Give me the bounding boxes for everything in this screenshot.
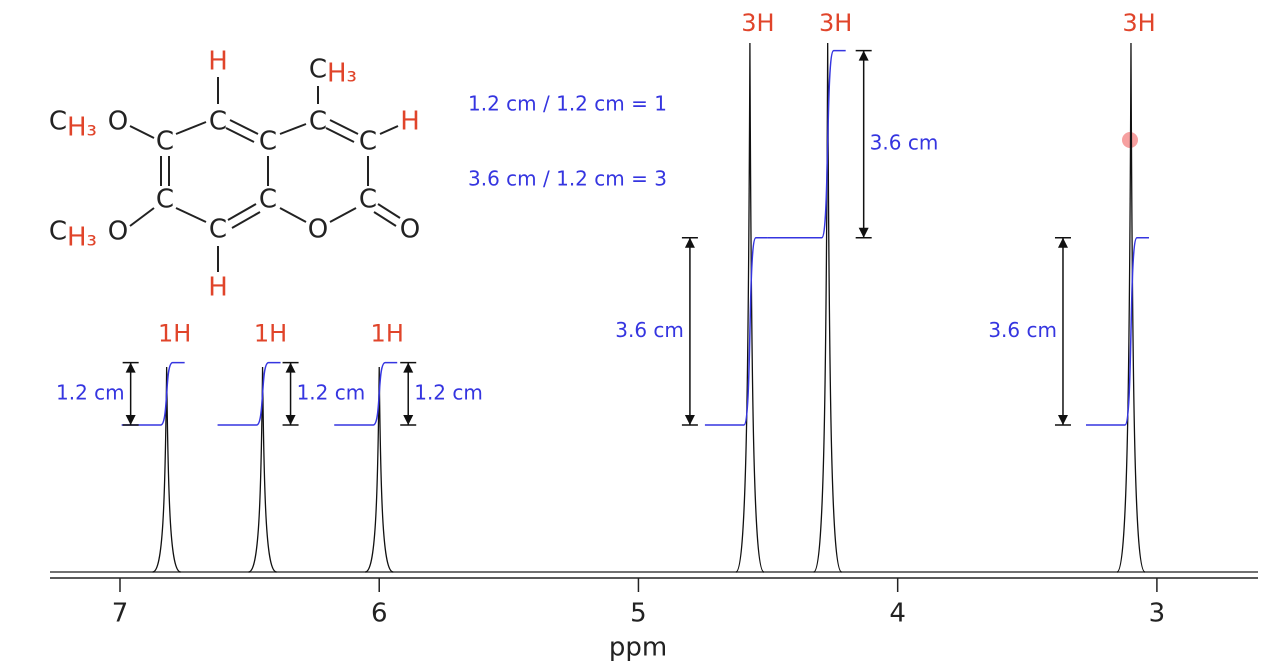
atom-label: C <box>309 55 327 85</box>
atom-label: O <box>108 107 128 137</box>
integral-curve <box>704 237 768 426</box>
integral-label: 1.2 cm <box>414 380 483 404</box>
peak <box>364 366 394 573</box>
atom-label: C <box>49 107 67 137</box>
peak-label: 1H <box>254 320 287 348</box>
atom-label: C <box>209 215 227 245</box>
annotation: 3.6 cm / 1.2 cm = 3 <box>468 167 667 191</box>
peak-label: 3H <box>741 9 774 37</box>
integral-curve <box>767 49 846 239</box>
peak-label: 1H <box>371 320 404 348</box>
atom-label: C <box>359 127 377 157</box>
atom-label: C <box>359 185 377 215</box>
integral-curve <box>121 361 185 426</box>
peak <box>813 42 843 573</box>
x-tick-label: 7 <box>112 599 129 629</box>
integral-label: 3.6 cm <box>988 318 1057 342</box>
peak <box>735 42 765 573</box>
peak <box>152 366 181 573</box>
integral-label: 1.2 cm <box>56 380 125 404</box>
x-tick-label: 4 <box>889 599 906 629</box>
integral-label: 1.2 cm <box>297 380 366 404</box>
x-tick-label: 3 <box>1149 599 1166 629</box>
atom-label: H <box>208 273 228 303</box>
peak <box>1116 42 1146 573</box>
atom-label: H₃ <box>67 113 97 143</box>
peak <box>248 366 277 573</box>
atom-label: H <box>208 47 228 77</box>
peak-label: 3H <box>1122 9 1155 37</box>
x-tick-label: 5 <box>630 599 647 629</box>
atom-label: H₃ <box>67 223 97 253</box>
atom-label: C <box>156 127 174 157</box>
atom-label: C <box>156 185 174 215</box>
atom-label: C <box>49 217 67 247</box>
atom-label: O <box>108 217 128 247</box>
atom-label: H <box>400 107 420 137</box>
peak-label: 3H <box>819 9 852 37</box>
x-tick-label: 6 <box>371 599 388 629</box>
atom-label: C <box>259 185 277 215</box>
x-axis-label: ppm <box>609 633 667 663</box>
integral-label: 3.6 cm <box>870 131 939 155</box>
atom-label: O <box>308 215 328 245</box>
atom-label: C <box>259 127 277 157</box>
integral-label: 3.6 cm <box>615 318 684 342</box>
integral-curve <box>1085 237 1149 426</box>
integral-curve <box>217 361 281 426</box>
atom-label: H₃ <box>327 59 357 89</box>
annotation: 1.2 cm / 1.2 cm = 1 <box>468 92 667 116</box>
atom-label: C <box>209 107 227 137</box>
molecule-bonds <box>129 77 401 272</box>
atom-label: O <box>400 215 420 245</box>
peak-label: 1H <box>158 320 191 348</box>
integral-curve <box>334 361 398 426</box>
atom-label: C <box>309 107 327 137</box>
